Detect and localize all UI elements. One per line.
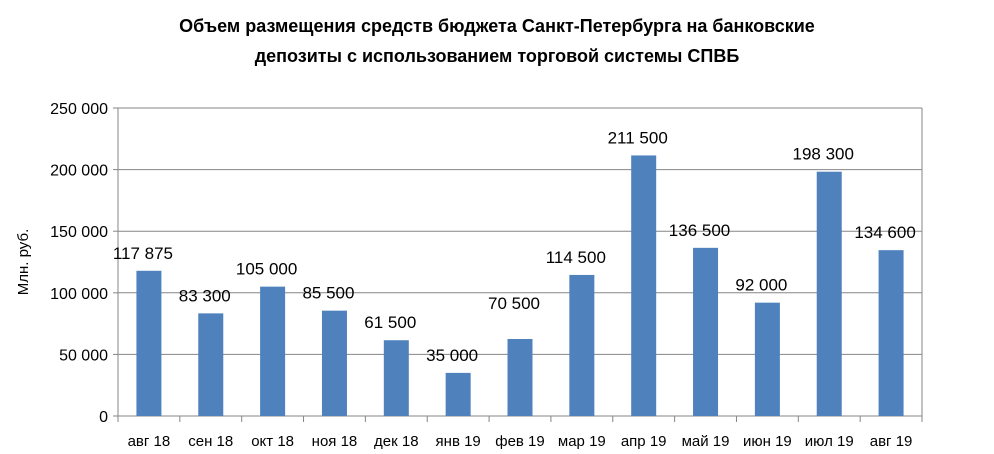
y-tick-label: 250 000 <box>50 101 108 118</box>
x-tick-label: мар 19 <box>558 433 606 450</box>
y-axis-label: Млн. руб. <box>15 229 32 295</box>
bar <box>754 302 780 416</box>
bar <box>445 372 471 416</box>
bar <box>260 286 286 416</box>
y-tick-label: 0 <box>99 409 108 426</box>
bar <box>383 340 409 416</box>
x-tick-label: окт 18 <box>251 433 294 450</box>
x-tick-label: сен 18 <box>188 433 233 450</box>
bar <box>198 313 224 416</box>
x-tick-label: июн 19 <box>743 433 792 450</box>
data-label: 134 600 <box>854 223 915 242</box>
bar <box>136 270 162 416</box>
data-label: 211 500 <box>608 128 668 147</box>
data-label: 70 500 <box>488 294 540 313</box>
bar <box>816 171 842 416</box>
data-label: 35 000 <box>426 346 478 365</box>
x-tick-label: фев 19 <box>495 433 545 450</box>
x-tick-label: апр 19 <box>621 433 667 450</box>
data-label: 92 000 <box>735 276 787 295</box>
bar <box>878 250 904 416</box>
data-label: 83 300 <box>179 286 231 305</box>
y-tick-label: 150 000 <box>50 224 108 241</box>
bar <box>321 310 347 416</box>
x-tick-label: ноя 18 <box>312 433 358 450</box>
bar <box>569 274 595 416</box>
y-tick-label: 200 000 <box>50 163 108 180</box>
bar <box>693 247 719 416</box>
x-tick-label: авг 18 <box>128 433 171 450</box>
x-tick-label: дек 18 <box>374 433 419 450</box>
bar <box>507 339 533 416</box>
x-tick-label: авг 19 <box>870 433 913 450</box>
x-tick-label: май 19 <box>682 433 730 450</box>
data-label: 114 500 <box>546 248 606 267</box>
data-label: 85 500 <box>302 284 354 303</box>
x-tick-label: июл 19 <box>805 433 854 450</box>
data-label: 61 500 <box>364 313 416 332</box>
data-label: 117 875 <box>113 244 173 263</box>
chart-title-line1: Объем размещения средств бюджета Санкт-П… <box>179 16 815 36</box>
data-label: 136 500 <box>669 221 730 240</box>
bar <box>631 155 657 416</box>
y-tick-label: 100 000 <box>50 286 108 303</box>
y-tick-label: 50 000 <box>59 347 108 364</box>
data-label: 198 300 <box>793 145 854 164</box>
chart-title-line2: депозиты с использованием торговой систе… <box>254 46 740 66</box>
data-label: 105 000 <box>236 260 297 279</box>
x-tick-label: янв 19 <box>436 433 481 450</box>
